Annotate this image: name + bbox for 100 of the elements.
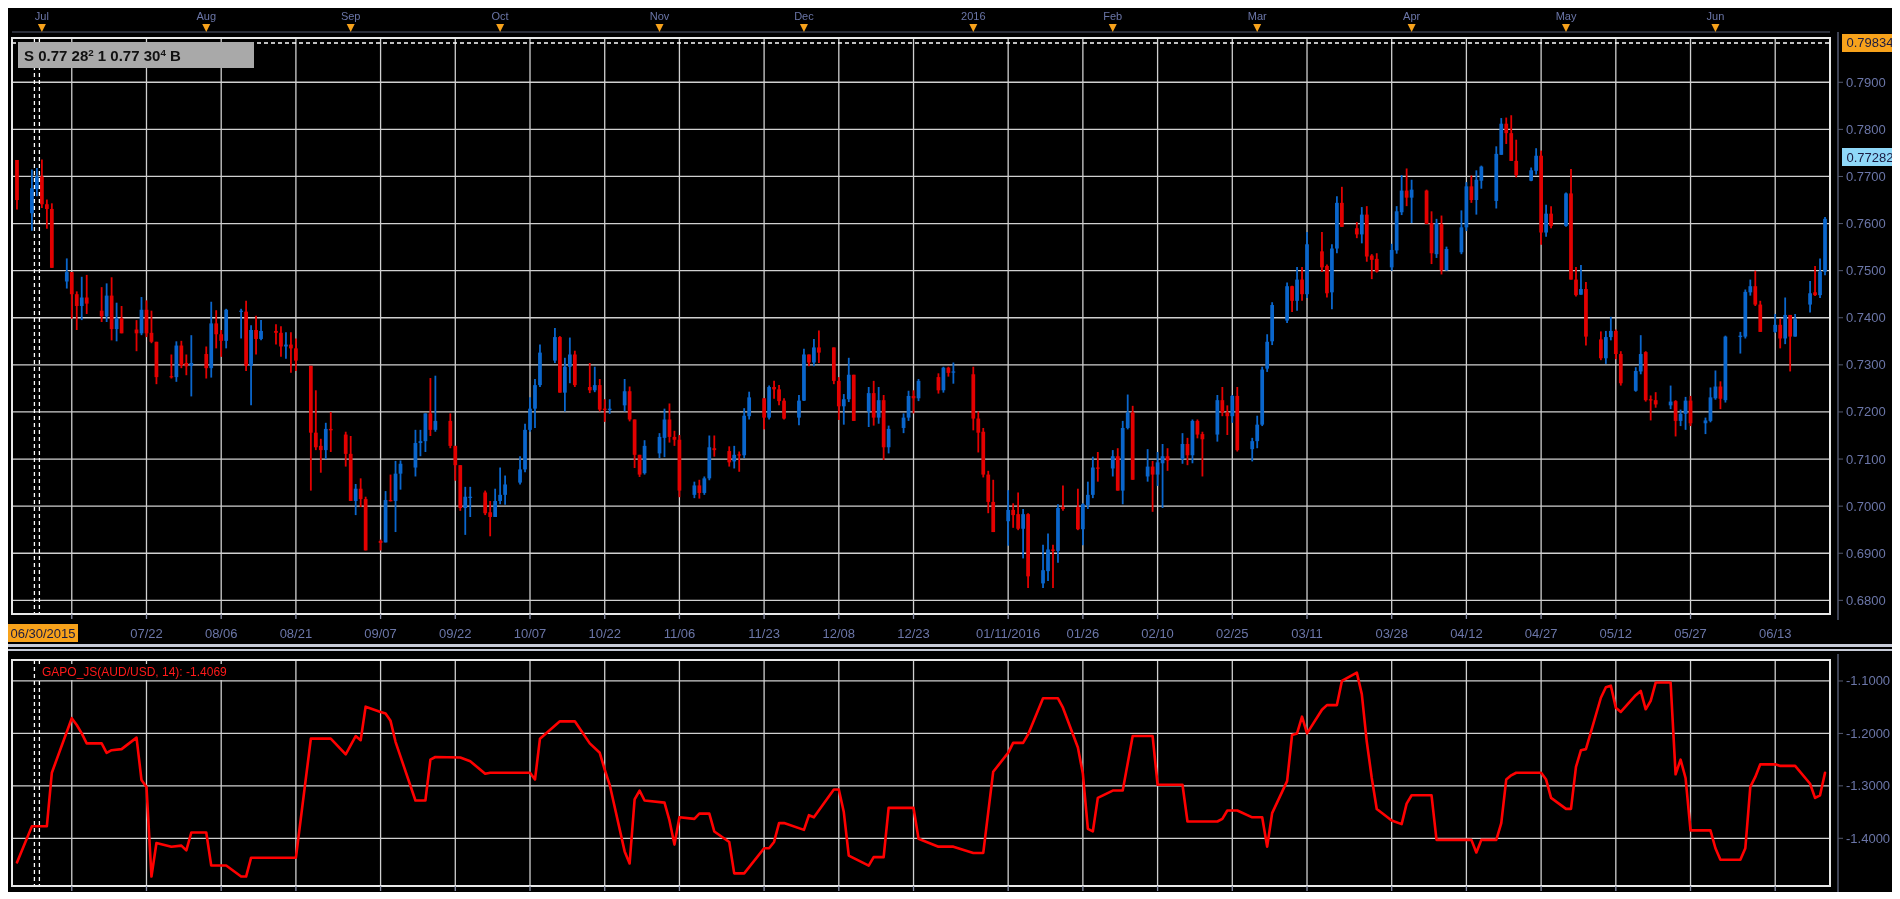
x-tick-label: 03/11 (1291, 626, 1323, 641)
candlestick (274, 323, 278, 346)
candlestick (1808, 280, 1812, 314)
x2-tick-label: Nov (649, 10, 670, 22)
candlestick (79, 275, 84, 322)
candlestick (323, 421, 328, 460)
candlestick (204, 345, 209, 380)
x-tick-label: 11/23 (748, 626, 780, 641)
candlestick (712, 434, 717, 458)
x-tick-label: 06/13 (1758, 626, 1792, 641)
candlestick (453, 444, 458, 482)
candlestick (1599, 330, 1603, 362)
candlestick (1255, 414, 1260, 450)
candlestick (64, 257, 69, 290)
candlestick (189, 334, 194, 398)
candlestick (318, 437, 323, 474)
x-tick-label: 04/27 (1524, 626, 1558, 641)
candlestick (1125, 393, 1130, 431)
candlestick (1006, 489, 1011, 547)
x-tick-label: 12/23 (897, 626, 930, 641)
candlestick (1225, 404, 1230, 436)
x2-tick-label: Mar (1247, 10, 1268, 22)
x-tick-label: 07/22 (130, 626, 163, 641)
candlestick (498, 466, 502, 506)
candlestick (1230, 394, 1235, 424)
candlestick (812, 338, 816, 368)
candlestick (493, 487, 498, 518)
candlestick (1778, 317, 1783, 350)
candlestick (1788, 314, 1793, 373)
y-tick-label: 0.7300 (1846, 357, 1886, 373)
candlestick (1613, 328, 1618, 361)
candlestick (1574, 265, 1578, 298)
text: GAPO_JS(AUD/USD, 14): -1.4069 (42, 665, 228, 679)
candlestick (1818, 257, 1822, 299)
text: 0.77282 (1846, 149, 1894, 165)
x-tick-label: 09/07 (364, 626, 397, 641)
candlestick (99, 286, 104, 323)
x-tick-label: 02/10 (1141, 626, 1174, 641)
y-tick-label: 0.7700 (1846, 168, 1886, 184)
candlestick (1374, 252, 1379, 274)
candlestick (69, 271, 74, 320)
y-tick-label: 0.7500 (1846, 263, 1886, 279)
candlestick (1295, 265, 1299, 312)
candlestick (1579, 264, 1583, 296)
candlestick (279, 325, 283, 358)
candlestick (518, 455, 522, 486)
candlestick (732, 444, 737, 470)
x-tick-label: 05/12 (1599, 626, 1633, 641)
candlestick (343, 430, 348, 468)
candlestick (1300, 265, 1304, 302)
candlestick (1110, 449, 1115, 478)
candlestick (762, 397, 766, 431)
candlestick (1474, 169, 1479, 216)
candlestick (727, 445, 732, 468)
candlestick (797, 394, 801, 427)
candlestick (1638, 334, 1643, 376)
candlestick (622, 378, 627, 413)
x-tick-label: 08/21 (279, 626, 313, 641)
candlestick (1544, 203, 1548, 238)
candlestick (533, 378, 537, 429)
candlestick (587, 362, 592, 395)
candlestick (1389, 242, 1394, 272)
candlestick (817, 329, 821, 364)
y-tick-label: 0.6900 (1846, 545, 1886, 561)
candlestick (358, 477, 363, 508)
candlestick (1359, 206, 1364, 245)
candlestick (951, 361, 956, 385)
x-tick-label: 10/22 (588, 626, 621, 641)
annotation: S 0.77 28$^{2}$ 1 0.77 30$^{4}$ B (24, 46, 181, 64)
candlestick (1813, 265, 1817, 297)
candlestick (1011, 502, 1016, 529)
candlestick (179, 339, 184, 370)
y-tick-label: -1.4000 (1846, 830, 1891, 846)
candlestick (1061, 484, 1065, 512)
x-tick-label: 05/27 (1674, 626, 1707, 641)
ref-line-label: 06/30/2015 (10, 625, 76, 641)
candlestick (503, 474, 507, 506)
candlestick (219, 329, 224, 358)
candlestick (254, 314, 258, 356)
candlestick (1021, 508, 1025, 560)
x2-tick-label: Jul (34, 10, 49, 22)
candlestick (1549, 205, 1553, 230)
x-tick-label: 02/25 (1216, 626, 1249, 641)
candlestick (353, 483, 358, 516)
x2-tick-label: Jun (1706, 10, 1725, 22)
y-tick-label: 0.7000 (1846, 498, 1886, 514)
candlestick (528, 396, 532, 433)
candlestick (702, 475, 707, 496)
x-tick-label: 11/06 (663, 626, 696, 641)
y-tick-label: -1.2000 (1846, 725, 1891, 741)
candlestick (866, 386, 871, 428)
x2-tick-label: May (1555, 10, 1577, 22)
x-tick-label: 01/26 (1066, 626, 1100, 641)
candlestick (463, 485, 468, 536)
candlestick (1504, 116, 1509, 145)
candlestick (214, 309, 219, 350)
candlestick (737, 450, 742, 473)
candlestick (567, 336, 572, 385)
y-tick-label: -1.3000 (1846, 778, 1891, 794)
x-tick-label: 10/07 (513, 626, 547, 641)
